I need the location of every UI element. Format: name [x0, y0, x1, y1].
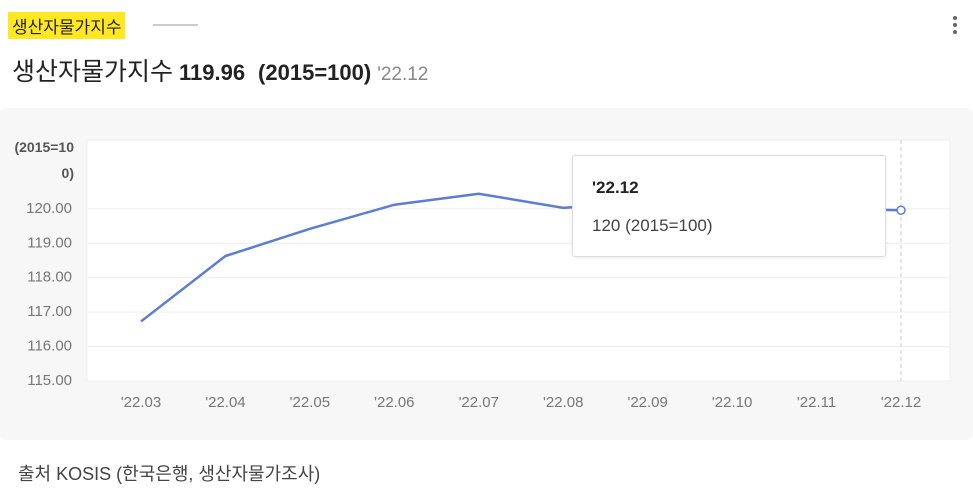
date: '22.12 [377, 64, 429, 85]
unit: (2015=100) [258, 60, 372, 85]
x-tick-label: '22.08 [543, 394, 583, 411]
y-tick-label: 119.00 [27, 234, 72, 251]
source: 출처 KOSIS (한국은행, 생산자물가조사) [18, 464, 321, 484]
x-tick-label: '22.09 [627, 394, 667, 411]
title: 생산자물가지수 [12, 58, 174, 86]
x-tick-label: '22.12 [881, 394, 921, 411]
y-tick-label: 116.00 [27, 338, 72, 355]
x-tick-label: '22.04 [205, 394, 245, 411]
y-tick-label: 115.00 [27, 372, 72, 389]
x-tick-label: '22.03 [121, 394, 161, 411]
x-tick-label: '22.10 [712, 394, 752, 411]
x-tick-label: '22.11 [797, 394, 836, 411]
title-row: 생산자물가지수 119.96 (2015=100) '22.12 [12, 52, 428, 88]
tooltip: '22.12 120 (2015=100) [572, 155, 886, 257]
y-axis-label: (2015=100) [14, 139, 74, 181]
menu-button[interactable] [950, 16, 960, 37]
y-tick-label: 120.00 [26, 200, 72, 217]
tooltip-text: 120 (2015=100) [592, 216, 713, 235]
x-tick-label: '22.06 [374, 394, 414, 411]
tooltip-title: '22.12 [592, 178, 639, 197]
y-tick-label: 118.00 [27, 269, 72, 286]
y-tick-label: 117.00 [27, 303, 72, 320]
divider [153, 24, 198, 26]
x-tick-label: '22.07 [459, 394, 499, 411]
hover-point [896, 205, 906, 215]
x-tick-label: '22.05 [290, 394, 330, 411]
value: 119.96 [179, 60, 246, 85]
tag: 생산자물가지수 [8, 12, 126, 39]
